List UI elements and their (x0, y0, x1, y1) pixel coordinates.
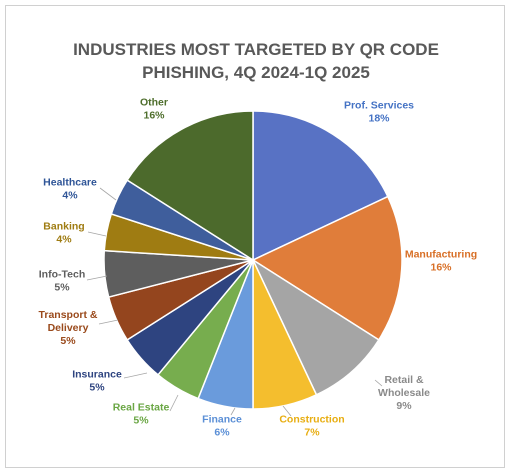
data-label-transport-delivery: Transport & (39, 309, 98, 321)
leader-line-banking (87, 231, 107, 237)
data-label-pct-info-tech: 5% (54, 282, 70, 294)
data-label-pct-banking: 4% (56, 234, 72, 246)
data-label-real-estate: Real Estate (113, 402, 170, 414)
leader-line-retail-wholesale (374, 379, 383, 387)
data-label-pct-construction: 7% (304, 427, 320, 439)
data-label-other: Other (140, 97, 168, 109)
data-label-pct-transport-delivery: 5% (60, 335, 76, 347)
leader-line-info-tech (86, 275, 108, 281)
data-label-insurance: Insurance (72, 369, 122, 381)
pie-slice-prof-services (252, 110, 389, 262)
leader-line-insurance (123, 372, 148, 379)
leader-line-transport-delivery (98, 319, 119, 325)
data-label-pct-other: 16% (143, 110, 165, 122)
data-label-construction: Construction (279, 414, 344, 426)
chart-title-line-1: INDUSTRIES MOST TARGETED BY QR CODE (73, 40, 439, 59)
data-label-manufacturing: Manufacturing (405, 249, 477, 261)
data-label-retail-wholesale: Retail & (384, 374, 424, 386)
data-label-pct-real-estate: 5% (133, 415, 149, 427)
data-label-finance: Finance (202, 414, 242, 426)
data-label-pct-prof-services: 18% (368, 113, 390, 125)
chart-title: INDUSTRIES MOST TARGETED BY QR CODE PHIS… (0, 38, 512, 84)
leader-line-healthcare (99, 187, 117, 201)
leader-line-real-estate (169, 394, 179, 412)
data-label-info-tech: Info-Tech (39, 269, 85, 281)
data-label-banking: Banking (43, 221, 84, 233)
data-label-pct-insurance: 5% (89, 382, 105, 394)
data-label-retail-wholesale: Wholesale (378, 387, 430, 399)
leader-line-construction (282, 405, 292, 417)
data-label-prof-services: Prof. Services (344, 100, 414, 112)
data-label-pct-manufacturing: 16% (430, 262, 452, 274)
leader-line-finance (230, 407, 236, 416)
data-label-pct-healthcare: 4% (62, 190, 78, 202)
pie-slice-retail-wholesale (251, 257, 380, 396)
data-label-healthcare: Healthcare (43, 177, 97, 189)
data-label-pct-finance: 6% (214, 427, 230, 439)
data-label-pct-retail-wholesale: 9% (396, 400, 412, 412)
pie-slice-other (126, 110, 254, 262)
chart-title-line-2: PHISHING, 4Q 2024-1Q 2025 (142, 63, 370, 82)
pie-slice-manufacturing (251, 195, 403, 341)
data-label-transport-delivery: Delivery (48, 322, 89, 334)
